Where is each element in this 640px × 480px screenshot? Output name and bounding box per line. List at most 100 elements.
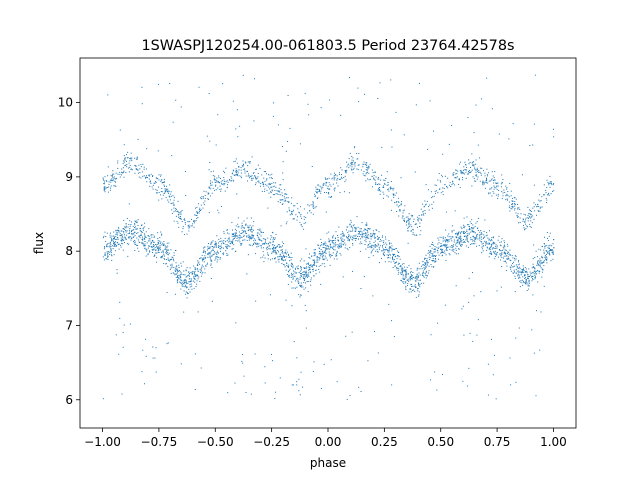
data-point (188, 227, 190, 229)
data-point (209, 186, 211, 188)
data-point (542, 269, 544, 271)
data-point (442, 251, 444, 253)
data-point (549, 250, 551, 252)
data-point (202, 251, 204, 253)
data-point (117, 160, 119, 162)
data-point (405, 272, 407, 274)
data-point (367, 244, 369, 246)
data-point (495, 254, 497, 256)
data-point (537, 270, 539, 272)
data-point (389, 257, 391, 259)
data-point (498, 133, 500, 135)
data-point (274, 245, 276, 247)
data-point (441, 244, 443, 246)
data-point (206, 135, 208, 137)
data-point (442, 153, 444, 155)
data-point (245, 232, 247, 234)
data-point (167, 249, 169, 251)
data-point (115, 185, 117, 187)
data-point (206, 249, 208, 251)
data-point (531, 329, 533, 331)
data-point (408, 221, 410, 223)
data-point (448, 240, 450, 242)
data-point (231, 177, 233, 179)
data-point (129, 166, 131, 168)
data-point (451, 230, 453, 232)
data-point (405, 273, 407, 275)
data-point (417, 277, 419, 279)
data-point (496, 188, 498, 190)
data-point (281, 259, 283, 261)
data-point (532, 266, 534, 268)
data-point (527, 277, 529, 279)
data-point (391, 320, 393, 322)
data-point (436, 246, 438, 248)
data-point (369, 228, 371, 230)
data-point (131, 229, 133, 231)
data-point (129, 227, 131, 229)
data-point (136, 220, 138, 222)
data-point (493, 185, 495, 187)
data-point (232, 238, 234, 240)
data-point (330, 196, 332, 198)
data-point (391, 250, 393, 252)
data-point (152, 252, 154, 253)
data-point (313, 205, 315, 207)
data-point (422, 210, 424, 212)
data-point (357, 233, 359, 235)
data-point (235, 174, 237, 176)
data-point (512, 123, 514, 125)
data-point (477, 144, 479, 146)
data-point (164, 245, 166, 247)
data-point (267, 183, 269, 185)
data-point (459, 242, 461, 244)
data-point (390, 242, 392, 244)
data-point (279, 244, 281, 246)
data-point (512, 205, 514, 207)
data-point (144, 226, 146, 228)
data-point (233, 238, 235, 240)
data-point (161, 233, 163, 235)
data-point (453, 184, 455, 186)
data-point (286, 193, 288, 195)
data-point (431, 266, 433, 268)
data-point (264, 180, 266, 182)
data-point (349, 223, 351, 225)
data-point (336, 253, 338, 255)
data-point (526, 290, 528, 291)
data-point (151, 249, 153, 251)
data-point (346, 166, 348, 168)
data-point (389, 254, 391, 256)
data-point (352, 168, 354, 170)
data-point (438, 242, 440, 244)
data-point (442, 194, 444, 196)
data-point (371, 249, 373, 251)
data-point (527, 277, 529, 279)
data-point (372, 255, 374, 257)
data-point (215, 185, 216, 187)
data-point (275, 233, 277, 235)
data-point (254, 175, 256, 177)
data-point (442, 373, 444, 375)
data-point (322, 259, 324, 261)
data-point (125, 231, 127, 233)
data-point (538, 272, 540, 274)
data-point (177, 222, 179, 224)
data-point (113, 173, 115, 175)
data-point (384, 182, 386, 184)
data-point (350, 225, 352, 227)
data-point (178, 212, 180, 214)
data-point (235, 250, 237, 252)
data-point (460, 233, 462, 235)
data-point (505, 194, 507, 196)
data-point (443, 244, 445, 246)
data-point (241, 229, 243, 231)
data-point (429, 258, 431, 260)
data-point (366, 164, 368, 166)
data-point (496, 247, 498, 249)
data-point (539, 270, 541, 272)
data-point (426, 274, 428, 276)
data-point (201, 260, 203, 262)
data-point (305, 270, 307, 272)
data-point (360, 288, 362, 290)
